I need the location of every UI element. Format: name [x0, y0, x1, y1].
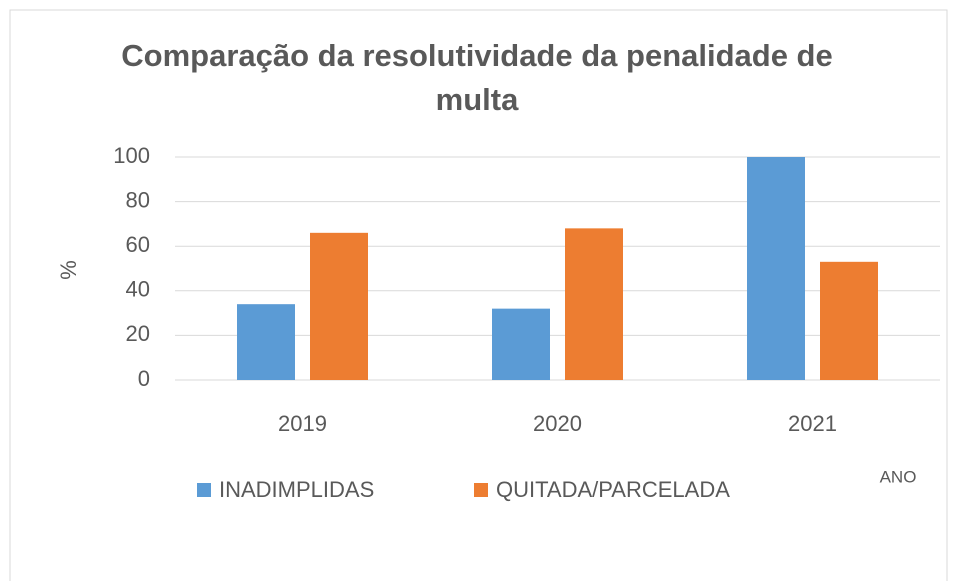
chart-title: Comparação da resolutividade da penalida…	[121, 38, 833, 117]
x-axis-label: ANO	[880, 467, 917, 486]
legend-swatch	[474, 483, 488, 497]
bar	[565, 228, 623, 380]
bar	[310, 232, 368, 380]
x-tick-label: 2021	[788, 411, 837, 436]
y-tick-label: 20	[126, 321, 150, 346]
y-tick-label: 0	[138, 366, 150, 391]
bar	[820, 261, 878, 380]
chart-frame	[9, 9, 948, 581]
x-tick-label: 2019	[278, 411, 327, 436]
x-tick-label: 2020	[533, 411, 582, 436]
legend-swatch	[197, 483, 211, 497]
y-axis-label: %	[56, 260, 81, 280]
bar	[492, 308, 550, 380]
y-tick-label: 60	[126, 232, 150, 257]
bar	[747, 157, 805, 380]
y-tick-label: 80	[126, 187, 150, 212]
bar	[237, 304, 295, 380]
y-tick-label: 100	[113, 143, 150, 168]
y-tick-label: 40	[126, 277, 150, 302]
legend-label: INADIMPLIDAS	[219, 477, 374, 502]
legend-label: QUITADA/PARCELADA	[496, 477, 730, 502]
